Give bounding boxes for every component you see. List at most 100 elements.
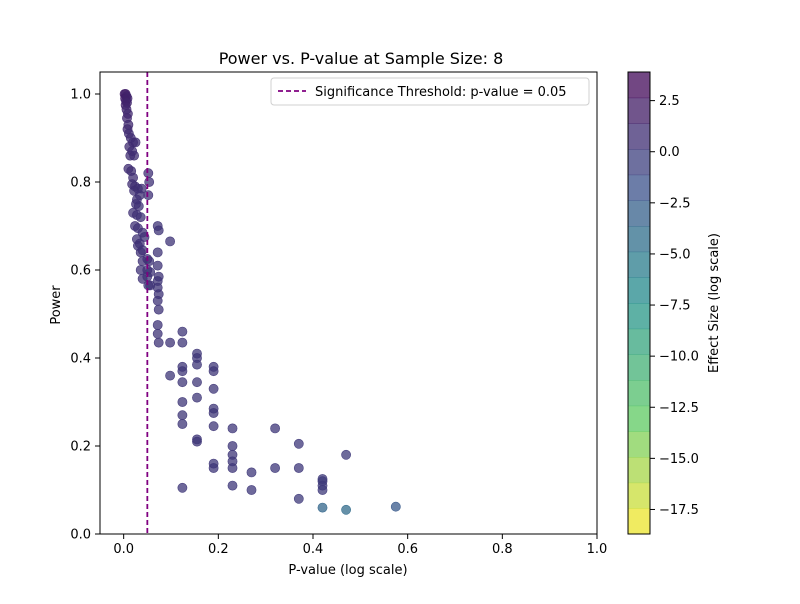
colorbar-band — [628, 277, 650, 304]
colorbar-label: Effect Size (log scale) — [707, 233, 722, 373]
colorbar-band — [628, 251, 650, 278]
data-point — [208, 463, 219, 473]
data-point — [208, 366, 219, 377]
y-tick-label: 1.0 — [70, 88, 91, 103]
x-tick-label: 0.6 — [397, 542, 418, 557]
colorbar-band — [628, 508, 650, 535]
data-point — [152, 328, 163, 339]
colorbar-band — [628, 482, 650, 509]
data-point — [143, 190, 154, 201]
colorbar-band — [628, 72, 650, 99]
chart-title: Power vs. P-value at Sample Size: 8 — [219, 49, 504, 68]
data-point — [177, 326, 188, 337]
data-point — [246, 485, 257, 495]
colorbar-tick-label: −5.0 — [659, 247, 691, 262]
data-point — [177, 377, 188, 388]
y-axis-ticks: 0.0 0.2 0.4 0.6 0.8 1.0 — [70, 88, 100, 543]
data-point — [165, 236, 175, 247]
data-point — [152, 247, 163, 258]
points-layer — [119, 89, 401, 515]
data-point — [293, 463, 304, 473]
data-point — [177, 337, 188, 348]
y-tick-label: 0.0 — [70, 528, 91, 543]
data-point — [270, 423, 280, 434]
y-tick-label: 0.2 — [70, 440, 91, 455]
data-point — [177, 397, 188, 407]
data-point — [143, 168, 154, 179]
colorbar-band — [628, 405, 650, 432]
colorbar-tick-label: −17.5 — [659, 503, 699, 518]
data-point — [227, 463, 238, 473]
x-axis-label: P-value (log scale) — [288, 563, 407, 578]
x-axis-ticks: 0.0 0.2 0.4 0.6 0.8 1.0 — [113, 534, 607, 557]
x-tick-label: 0.8 — [492, 542, 513, 557]
data-point — [153, 337, 164, 348]
data-point — [177, 482, 188, 493]
colorbar-band — [628, 123, 650, 150]
colorbar-tick-label: −12.5 — [659, 401, 699, 416]
data-point — [152, 320, 163, 330]
colorbar-bands — [628, 72, 650, 535]
colorbar-tick-label: −10.0 — [659, 350, 699, 365]
data-point — [227, 480, 238, 491]
colorbar-band — [628, 354, 650, 381]
data-point — [270, 463, 280, 473]
data-point — [152, 260, 163, 271]
colorbar-band — [628, 149, 650, 176]
x-tick-label: 1.0 — [587, 542, 608, 557]
legend-label: Significance Threshold: p-value = 0.05 — [315, 85, 567, 100]
data-point — [165, 337, 175, 348]
y-tick-label: 0.4 — [70, 352, 91, 367]
x-tick-label: 0.2 — [208, 542, 229, 557]
colorbar-band — [628, 431, 650, 458]
colorbar: 2.5 0.0 −2.5 −5.0 −7.5 −10.0 −12.5 −15.0 −17.5 E… — [627, 71, 722, 535]
data-point — [177, 419, 188, 429]
data-point — [144, 177, 155, 187]
plot-frame — [99, 71, 598, 535]
data-point — [153, 225, 164, 236]
data-point — [227, 423, 238, 434]
data-point — [177, 410, 188, 421]
colorbar-band — [628, 303, 650, 330]
data-point — [137, 256, 148, 267]
data-point — [192, 392, 202, 403]
data-point — [165, 370, 175, 381]
data-point — [208, 421, 219, 432]
data-point — [177, 366, 188, 377]
data-point — [317, 502, 328, 513]
data-point — [152, 295, 163, 306]
colorbar-tick-label: 0.0 — [659, 145, 680, 160]
data-point — [341, 449, 351, 460]
data-point — [153, 304, 164, 315]
colorbar-ticks: 2.5 0.0 −2.5 −5.0 −7.5 −10.0 −12.5 −15.0 −17.5 — [650, 94, 699, 518]
colorbar-tick-label: −15.0 — [659, 452, 699, 467]
y-tick-label: 0.8 — [70, 176, 91, 191]
legend-box — [270, 77, 590, 106]
legend: Significance Threshold: p-value = 0.05 — [270, 77, 590, 106]
y-axis-label: Power — [49, 285, 64, 325]
data-point — [246, 467, 257, 478]
data-point — [293, 438, 304, 449]
y-tick-label: 0.6 — [70, 264, 91, 279]
colorbar-tick-label: −2.5 — [659, 196, 691, 211]
data-point — [129, 150, 139, 161]
colorbar-band — [628, 457, 650, 484]
data-point — [341, 504, 351, 515]
colorbar-band — [628, 97, 650, 124]
data-point — [192, 436, 202, 447]
data-point — [208, 383, 219, 394]
data-point — [227, 441, 238, 451]
data-point — [192, 359, 202, 370]
data-point — [390, 501, 401, 512]
data-point — [192, 377, 202, 388]
colorbar-band — [628, 226, 650, 253]
colorbar-band — [628, 380, 650, 407]
colorbar-band — [628, 174, 650, 201]
data-point — [208, 408, 219, 418]
x-tick-label: 0.4 — [303, 542, 324, 557]
x-tick-label: 0.0 — [113, 542, 134, 557]
data-point — [293, 493, 304, 504]
colorbar-frame — [627, 71, 651, 535]
